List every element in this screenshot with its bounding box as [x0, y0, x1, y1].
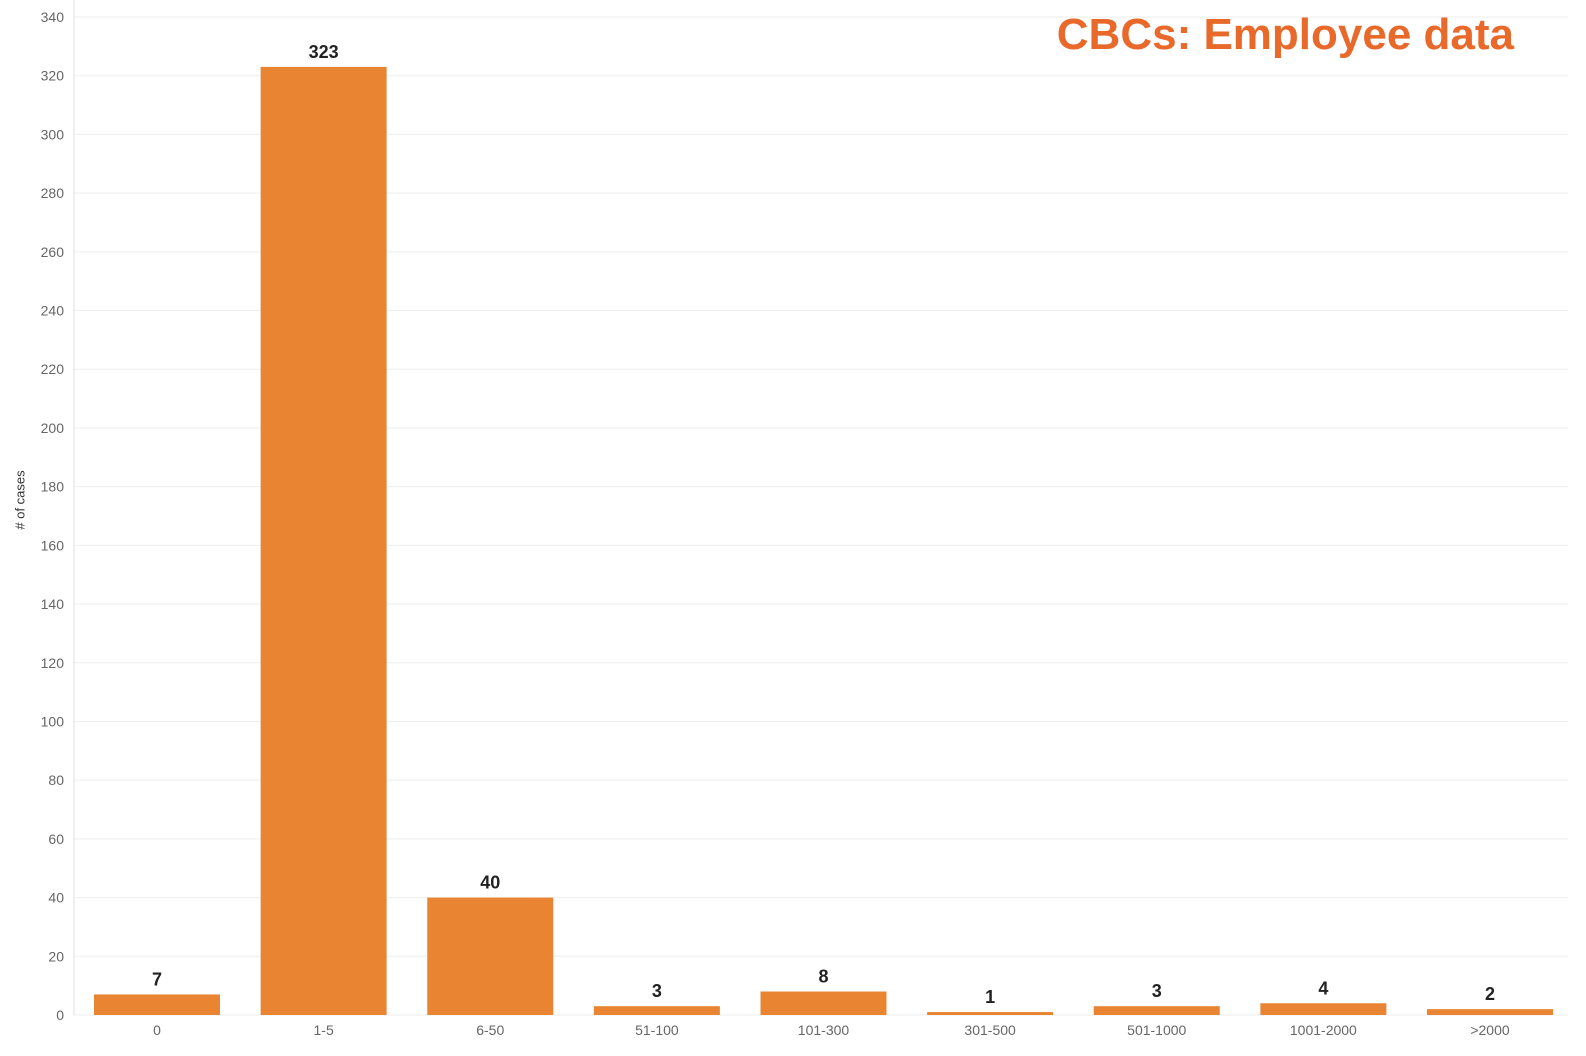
y-tick-label: 240 [41, 303, 65, 319]
x-tick-label: 501-1000 [1127, 1022, 1186, 1038]
x-tick-label: >2000 [1470, 1022, 1510, 1038]
data-label: 323 [309, 42, 339, 62]
y-tick-label: 260 [41, 244, 65, 260]
x-tick-label: 6-50 [476, 1022, 504, 1038]
x-tick-label: 1-5 [314, 1022, 334, 1038]
y-tick-label: 200 [41, 420, 65, 436]
y-tick-label: 80 [48, 772, 64, 788]
bar [94, 994, 220, 1015]
x-tick-label: 101-300 [798, 1022, 850, 1038]
bar [760, 991, 887, 1015]
x-axis-ticks: 0 1-5 6-50 51-100 101-300 301-500 501-1000 1001… [153, 1022, 1510, 1038]
x-tick-label: 1001-2000 [1290, 1022, 1357, 1038]
data-label: 3 [1152, 981, 1162, 1001]
bars [94, 66, 1553, 1015]
data-label: 40 [480, 873, 500, 893]
y-tick-label: 120 [41, 655, 65, 671]
y-tick-label: 100 [41, 713, 65, 729]
bar [1093, 1006, 1220, 1015]
y-tick-label: 220 [41, 361, 65, 377]
y-tick-label: 60 [48, 831, 64, 847]
y-tick-label: 180 [41, 479, 65, 495]
bar [1260, 1003, 1387, 1015]
y-tick-label: 160 [41, 537, 65, 553]
y-tick-label: 300 [41, 126, 65, 142]
y-axis-ticks: 0 20 40 60 80 100 120 140 160 180 200 220 240 260 280 3… [41, 9, 65, 1023]
bar [1427, 1009, 1553, 1015]
y-tick-label: 0 [56, 1007, 64, 1023]
y-tick-label: 20 [48, 948, 64, 964]
bar [427, 897, 554, 1015]
data-label: 2 [1485, 984, 1495, 1004]
y-tick-label: 320 [41, 68, 65, 84]
x-tick-label: 51-100 [635, 1022, 679, 1038]
data-label: 8 [818, 967, 828, 987]
bar [260, 66, 387, 1015]
data-label: 4 [1318, 978, 1328, 998]
y-tick-label: 340 [41, 9, 65, 25]
x-tick-label: 301-500 [964, 1022, 1016, 1038]
data-label: 3 [652, 981, 662, 1001]
bar [593, 1006, 720, 1015]
y-tick-label: 40 [48, 890, 64, 906]
y-tick-label: 280 [41, 185, 65, 201]
bar [927, 1012, 1054, 1015]
x-tick-label: 0 [153, 1022, 161, 1038]
data-label: 1 [985, 987, 995, 1007]
chart-title: CBCs: Employee data [1056, 10, 1514, 59]
y-axis-label: # of cases [12, 470, 28, 530]
y-tick-label: 140 [41, 596, 65, 612]
data-label: 7 [152, 969, 162, 989]
